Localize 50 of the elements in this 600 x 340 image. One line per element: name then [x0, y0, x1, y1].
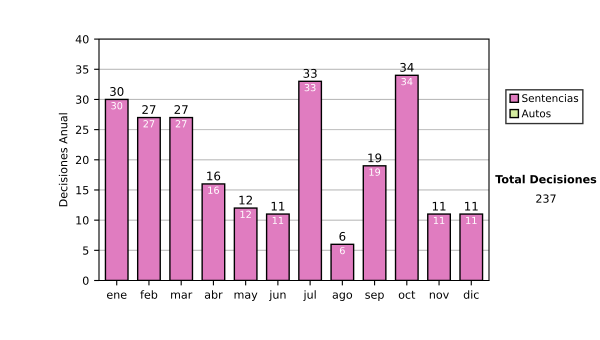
- x-tick-label: jun: [269, 290, 286, 301]
- data-label: 11: [466, 216, 477, 224]
- text: Total Decisiones: [495, 174, 596, 184]
- x-tick-label: nov: [430, 292, 449, 299]
- data-label: 11: [272, 216, 284, 224]
- x-tick-label: ene: [106, 292, 126, 299]
- total-label: 12: [239, 196, 252, 204]
- total-label: 11: [465, 202, 478, 210]
- total-label: 34: [400, 62, 414, 72]
- total-label: 27: [174, 105, 188, 114]
- data-label: 33: [304, 84, 316, 92]
- x-tick-label: may: [234, 292, 258, 301]
- legend-label: Autos: [522, 110, 551, 118]
- data-label: 6: [340, 246, 345, 254]
- text: 237: [536, 194, 556, 203]
- y-tick-label: 20: [76, 156, 89, 164]
- total-label: 30: [110, 87, 124, 96]
- x-tick-label: mar: [171, 292, 192, 299]
- x-tick-label: ago: [332, 292, 352, 301]
- x-tick-label: dic: [464, 290, 479, 299]
- data-label: 30: [111, 102, 122, 110]
- y-axis-title: Decisiones Anual: [58, 113, 68, 206]
- total-label: 27: [142, 105, 156, 114]
- legend-label: Sentencias: [522, 94, 578, 102]
- total-label: 11: [432, 202, 446, 210]
- x-tick-label: sep: [365, 292, 384, 301]
- total-label: 6: [339, 232, 346, 241]
- x-tick-label: oct: [398, 290, 416, 299]
- x-tick-label: abr: [204, 290, 223, 299]
- y-tick-label: 5: [83, 246, 88, 255]
- x-tick-label: jul: [303, 290, 316, 301]
- total-label: 16: [207, 172, 220, 180]
- y-tick-label: 35: [76, 65, 88, 74]
- total-label: 33: [304, 68, 317, 78]
- data-label: 27: [143, 120, 154, 128]
- y-tick-label: 0: [82, 276, 89, 285]
- y-tick-label: 30: [76, 95, 89, 104]
- y-tick-label: 10: [76, 216, 89, 225]
- y-tick-label: 25: [76, 126, 88, 134]
- total-label: 19: [368, 153, 382, 162]
- data-label: 11: [434, 216, 444, 224]
- data-label: 16: [208, 186, 219, 194]
- total-label: 11: [272, 202, 284, 210]
- y-tick-label: 15: [76, 186, 88, 194]
- data-label: 12: [240, 210, 251, 218]
- x-tick-label: feb: [140, 290, 158, 299]
- data-label: 34: [401, 78, 412, 86]
- y-tick-label: 40: [76, 35, 89, 44]
- data-label: 27: [176, 120, 187, 128]
- data-label: 19: [369, 168, 380, 176]
